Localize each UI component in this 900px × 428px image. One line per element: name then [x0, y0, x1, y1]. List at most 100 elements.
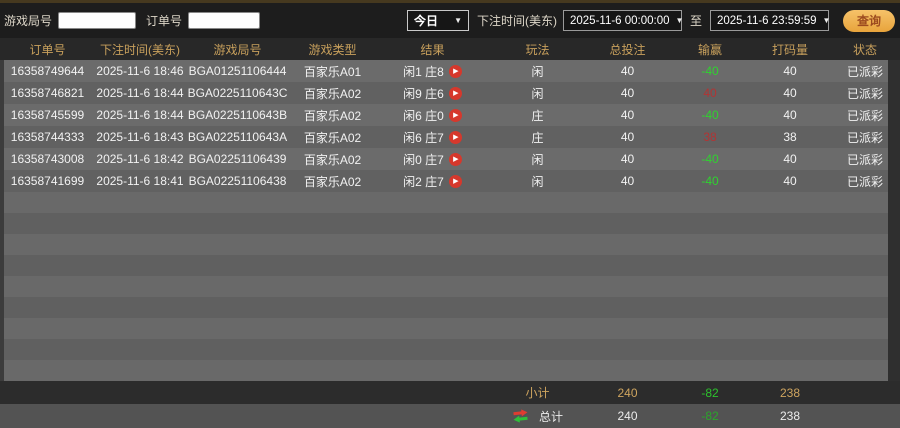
table-row: 16358741699 2025-11-6 18:41 BGA02251106438…: [0, 170, 900, 192]
cell-game-type: 百家乐A02: [303, 152, 362, 167]
cell-total-bet: 40: [620, 130, 635, 144]
subtotal-label: 小计: [525, 386, 550, 400]
column-header: 输赢: [697, 42, 722, 57]
result-text: 闲6 庄7: [403, 130, 444, 145]
chevron-down-icon: ▼: [822, 16, 831, 25]
table-header-row: 订单号 下注时间(美东) 游戏局号 游戏类型 结果 玩法 总投注 输赢 打码量 状态: [0, 38, 900, 60]
result-text: 闲2 庄7: [403, 174, 444, 189]
game-round-label: 游戏局号: [4, 14, 53, 28]
cell-turnover: 40: [783, 174, 797, 188]
bet-time-label: 下注时间(美东): [476, 14, 557, 28]
subtotal-win-loss: -82: [701, 385, 719, 400]
cell-result: 闲2 庄7 ▶: [375, 173, 490, 190]
cell-order-no: 16358746821: [10, 86, 85, 100]
table-row: 16358745599 2025-11-6 18:44 BGA0225110643B…: [0, 104, 900, 126]
cell-status: 已派彩: [846, 130, 883, 145]
cell-round-no: BGA01251106444: [188, 64, 287, 78]
replay-icon[interactable]: ▶: [448, 86, 462, 100]
date-to-select[interactable]: 2025-11-6 23:59:59 ▼: [710, 10, 831, 31]
cell-result: 闲6 庄7 ▶: [375, 129, 490, 146]
period-select-value: 今日: [413, 14, 438, 28]
subtotal-row: 小计 240 -82 238: [0, 381, 900, 404]
cell-turnover: 40: [783, 108, 797, 122]
left-scroll-edge: [0, 60, 4, 381]
total-row: 总计 240 -82 238: [0, 404, 900, 428]
total-win-loss: -82: [701, 409, 719, 423]
cell-win-loss: 38: [703, 130, 717, 144]
vertical-scrollbar[interactable]: [888, 60, 900, 381]
table-row: 16358743008 2025-11-6 18:42 BGA02251106439…: [0, 148, 900, 170]
cell-bet-time: 2025-11-6 18:44: [96, 86, 184, 100]
period-select[interactable]: 今日 ▼: [406, 10, 469, 31]
order-no-label: 订单号: [146, 14, 183, 28]
column-header: 打码量: [771, 42, 808, 57]
total-label: 总计: [538, 409, 563, 424]
cell-play: 闲: [531, 152, 544, 167]
result-text: 闲0 庄7: [403, 152, 444, 167]
date-from-value: 2025-11-6 00:00:00: [569, 14, 670, 27]
cell-bet-time: 2025-11-6 18:42: [96, 152, 184, 166]
cell-order-no: 16358745599: [10, 108, 85, 122]
cell-total-bet: 40: [620, 86, 635, 100]
cell-status: 已派彩: [846, 108, 883, 123]
cell-status: 已派彩: [846, 152, 883, 167]
cell-round-no: BGA02251106439: [188, 152, 287, 166]
cell-total-bet: 40: [620, 64, 635, 78]
cell-round-no: BGA02251106438: [188, 174, 287, 188]
cell-game-type: 百家乐A02: [303, 108, 362, 123]
game-round-input[interactable]: [58, 12, 137, 29]
result-text: 闲6 庄0: [403, 108, 444, 123]
swap-arrows-icon: [513, 409, 528, 423]
replay-icon[interactable]: ▶: [448, 174, 462, 188]
total-total-bet: 240: [617, 409, 638, 423]
cell-status: 已派彩: [846, 64, 883, 79]
cell-bet-time: 2025-11-6 18:41: [96, 174, 184, 188]
cell-order-no: 16358741699: [10, 174, 85, 188]
cell-order-no: 16358749644: [10, 64, 85, 78]
chevron-down-icon: ▼: [675, 16, 684, 25]
cell-win-loss: -40: [701, 174, 719, 188]
cell-status: 已派彩: [846, 174, 883, 189]
result-text: 闲9 庄6: [403, 86, 444, 101]
replay-icon[interactable]: ▶: [448, 152, 462, 166]
result-text: 闲1 庄8: [403, 64, 444, 79]
date-to-value: 2025-11-6 23:59:59: [717, 14, 817, 27]
cell-play: 庄: [531, 108, 544, 123]
table-row: 16358749644 2025-11-6 18:46 BGA01251106444…: [0, 60, 900, 82]
cell-win-loss: 40: [703, 86, 717, 100]
order-no-input[interactable]: [188, 12, 261, 29]
cell-status: 已派彩: [846, 86, 883, 101]
date-from-select[interactable]: 2025-11-6 00:00:00 ▼: [562, 10, 684, 31]
replay-icon[interactable]: ▶: [448, 108, 462, 122]
column-header: 总投注: [609, 42, 646, 57]
cell-turnover: 40: [783, 86, 797, 100]
cell-result: 闲1 庄8 ▶: [375, 63, 490, 80]
cell-result: 闲6 庄0 ▶: [375, 107, 490, 124]
chevron-down-icon: ▼: [454, 16, 462, 25]
query-button[interactable]: 查询: [843, 9, 895, 32]
table-row: 16358746821 2025-11-6 18:44 BGA0225110643C…: [0, 82, 900, 104]
replay-icon[interactable]: ▶: [448, 130, 462, 144]
cell-turnover: 38: [783, 130, 797, 144]
table-body: 16358749644 2025-11-6 18:46 BGA01251106444…: [0, 60, 900, 381]
cell-bet-time: 2025-11-6 18:43: [96, 130, 184, 144]
cell-bet-time: 2025-11-6 18:44: [96, 108, 184, 122]
total-turnover: 238: [779, 409, 801, 423]
cell-turnover: 40: [783, 152, 797, 166]
cell-order-no: 16358743008: [10, 152, 85, 166]
cell-game-type: 百家乐A02: [303, 174, 362, 189]
cell-game-type: 百家乐A02: [303, 130, 362, 145]
column-header: 状态: [852, 42, 877, 57]
column-header: 结果: [420, 42, 445, 57]
column-header: 订单号: [29, 42, 66, 57]
cell-result: 闲9 庄6 ▶: [375, 85, 490, 102]
replay-icon[interactable]: ▶: [448, 64, 462, 78]
filter-toolbar: 游戏局号 订单号 今日 ▼ 下注时间(美东) 2025-11-6 00:00:0…: [0, 3, 900, 38]
to-label: 至: [689, 14, 702, 28]
cell-play: 闲: [531, 86, 544, 101]
cell-result: 闲0 庄7 ▶: [375, 151, 490, 168]
subtotal-total-bet: 240: [617, 385, 638, 400]
subtotal-turnover: 238: [779, 385, 801, 400]
cell-round-no: BGA0225110643C: [187, 86, 288, 100]
